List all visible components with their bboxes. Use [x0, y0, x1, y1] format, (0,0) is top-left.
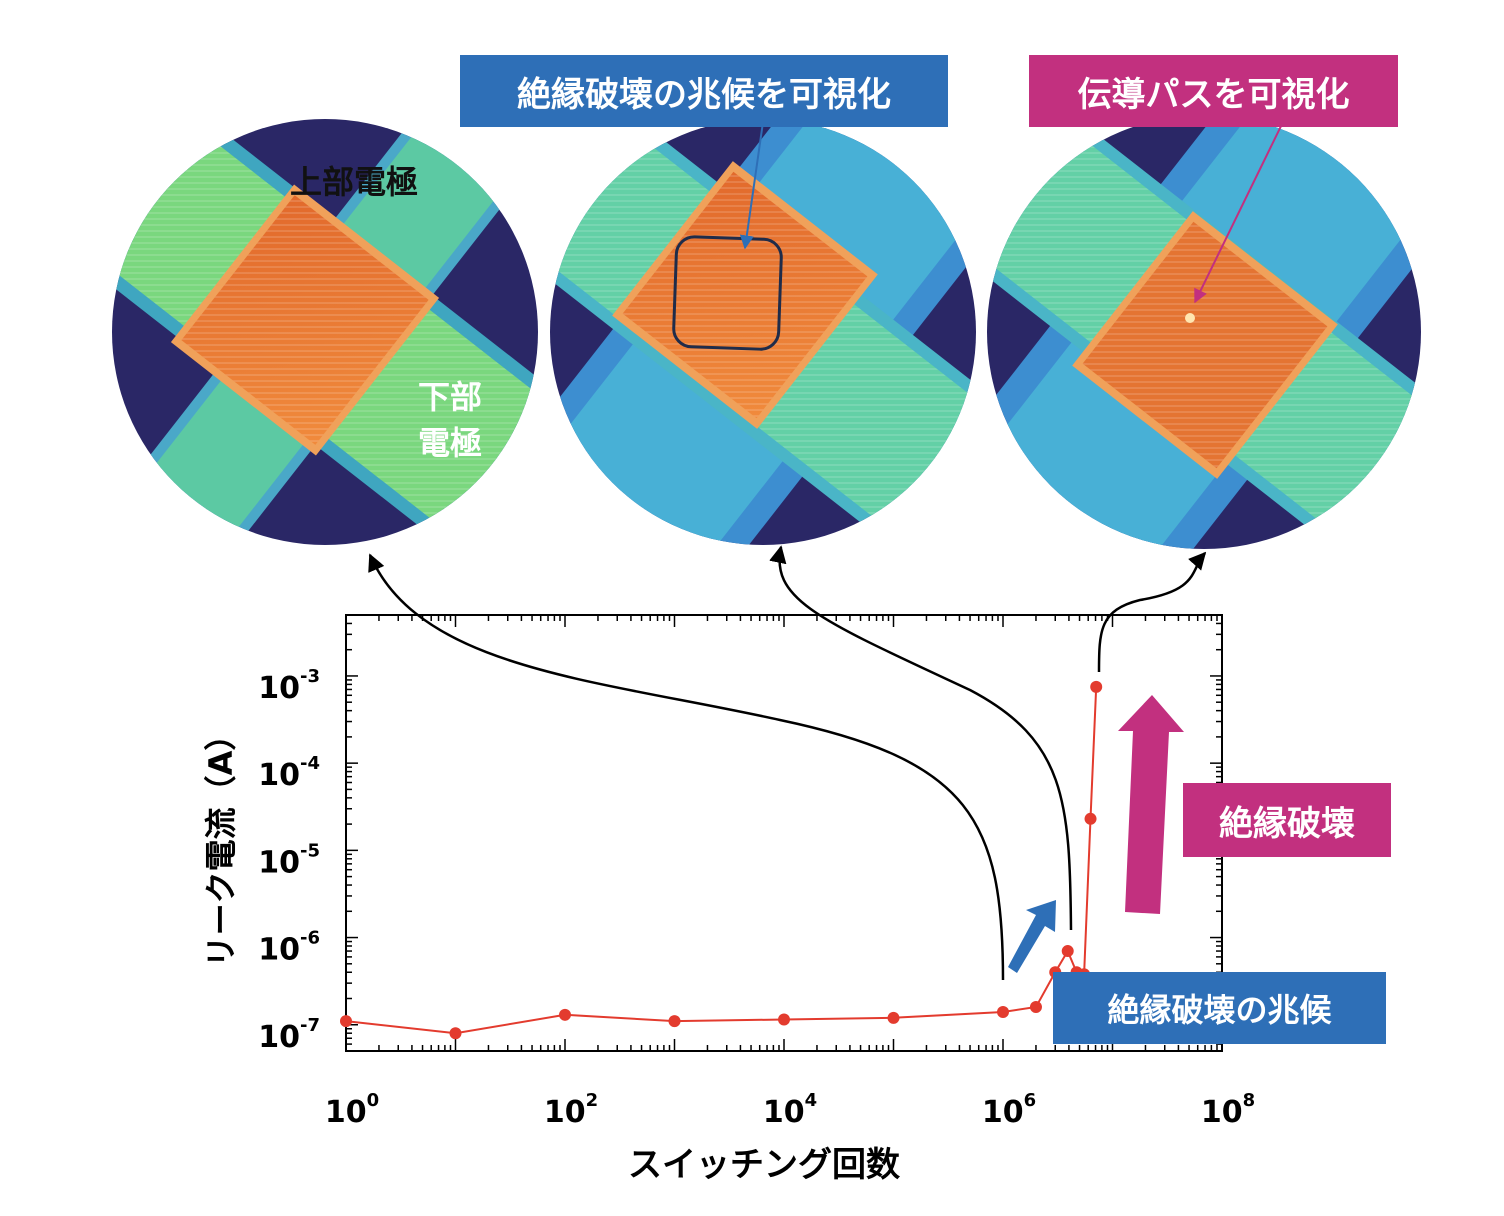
- precursor-visualized-label: 絶縁破壊の兆候を可視化: [460, 55, 948, 127]
- bottom-electrode-label-line2: 電極: [418, 424, 483, 462]
- data-point: [997, 1006, 1009, 1019]
- x-tick-label: 100: [325, 1090, 379, 1130]
- data-point: [1061, 945, 1074, 958]
- data-point: [1084, 812, 1097, 825]
- data-point: [887, 1011, 900, 1024]
- y-tick-label: 10-3: [258, 666, 320, 706]
- precursor-trend-arrow: [1008, 900, 1056, 973]
- breakdown-sign-label: 絶縁破壊の兆候: [1053, 972, 1386, 1044]
- path-visualized-label: 伝導パスを可視化: [1029, 55, 1398, 127]
- data-point: [778, 1013, 790, 1026]
- x-tick-label: 108: [1201, 1090, 1255, 1130]
- connector-curve-breakdown: [1097, 551, 1207, 673]
- microscope-image-initial: [112, 119, 538, 545]
- leak-current-points: [340, 680, 1103, 1040]
- data-point: [449, 1027, 462, 1040]
- data-point: [668, 1015, 681, 1028]
- data-point: [1029, 1000, 1042, 1013]
- microscope-image-precursor: [550, 119, 976, 545]
- x-tick-label: 104: [763, 1090, 817, 1130]
- conduction-path-spot: [1185, 313, 1195, 323]
- precursor-highlight-box: [672, 235, 783, 351]
- precursor-callout-arrow: [739, 121, 764, 250]
- data-point: [559, 1008, 571, 1021]
- y-tick-label: 10-5: [258, 840, 320, 880]
- path-callout-arrow: [1194, 121, 1284, 304]
- tick-labels: 100 102 104 106 108 10-7 10-6 10-5 10-4 10-3: [258, 666, 1255, 1130]
- x-axis-title: スイッチング回数: [628, 1145, 900, 1185]
- bottom-electrode-label-line1: 下部: [418, 378, 483, 416]
- data-point: [1090, 680, 1103, 693]
- data-point: [340, 1015, 352, 1028]
- connector-curve-precursor: [769, 545, 1073, 931]
- y-tick-label: 10-6: [258, 928, 320, 968]
- breakdown-trend-arrow: [1118, 695, 1184, 914]
- top-electrode-label: 上部電極: [290, 163, 419, 201]
- microscope-image-breakdown: [987, 115, 1421, 549]
- connector-curve-initial: [368, 553, 1005, 981]
- x-tick-label: 102: [544, 1090, 598, 1130]
- leak-current-line: [345, 686, 1098, 1035]
- x-tick-label: 106: [982, 1090, 1036, 1130]
- breakdown-label: 絶縁破壊: [1183, 783, 1391, 857]
- y-tick-label: 10-7: [258, 1015, 320, 1055]
- y-axis-title: リーク電流（A）: [202, 719, 240, 968]
- y-tick-label: 10-4: [258, 753, 320, 793]
